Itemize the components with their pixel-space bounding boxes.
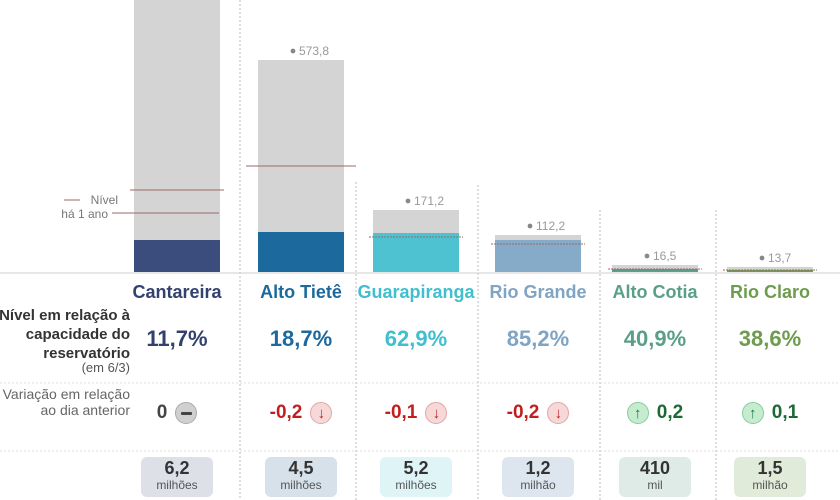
legend-label-2: há 1 ano <box>61 207 108 221</box>
level-bar-rio-claro <box>727 270 813 272</box>
population-unit-guarapiranga: milhões <box>395 478 437 492</box>
arrow-up-icon: ↑ <box>741 402 764 424</box>
population-unit-rio-claro: milhão <box>752 478 788 492</box>
level-percent-rio-grande: 85,2% <box>506 326 570 351</box>
variation-value-cantareira: 0 <box>156 402 168 423</box>
capacity-label-rio-grande: 112,2 <box>536 219 565 233</box>
variation-rio-claro: ↑ 0,1 <box>710 400 830 426</box>
reservoir-name-rio-claro: Rio Claro <box>729 282 810 302</box>
capacity-label-guarapiranga: 171,2 <box>414 194 444 208</box>
reservoir-name-alto-tiete: Alto Tietê <box>260 282 342 302</box>
population-value-rio-claro: 1,5 <box>757 458 783 478</box>
level-row-label: Nível em relação à capacidade do reserva… <box>0 307 130 362</box>
capacity-dot-alto-cotia <box>644 253 650 259</box>
reservoir-name-cantareira: Cantareira <box>132 282 222 302</box>
population-unit-rio-grande: milhão <box>520 478 556 492</box>
capacity-dot-alto-tiete <box>290 48 296 54</box>
population-unit-cantareira: milhões <box>156 478 198 492</box>
population-value-guarapiranga: 5,2 <box>403 458 429 478</box>
variation-rio-grande: -0,2 ↓ <box>478 400 598 426</box>
minus-icon <box>175 402 198 424</box>
variation-value-alto-cotia: 0,2 <box>656 402 684 423</box>
reservoir-name-guarapiranga: Guarapiranga <box>357 282 475 302</box>
population-unit-alto-tiete: milhões <box>280 478 322 492</box>
capacity-dot-rio-grande <box>527 223 533 229</box>
variation-cantareira: 0 <box>117 400 237 426</box>
population-cantareira: 6,2 milhões <box>141 457 213 497</box>
level-percent-alto-tiete: 18,7% <box>269 326 333 351</box>
level-bar-alto-cotia <box>612 269 698 272</box>
capacity-label-alto-tiete: 573,8 <box>299 44 329 58</box>
population-value-rio-grande: 1,2 <box>525 458 551 478</box>
population-unit-alto-cotia: mil <box>647 478 663 492</box>
variation-alto-tiete: -0,2 ↓ <box>241 400 361 426</box>
level-percent-rio-claro: 38,6% <box>738 326 802 351</box>
population-rio-claro: 1,5 milhão <box>734 457 806 497</box>
variation-value-rio-claro: 0,1 <box>771 402 799 423</box>
reservoir-name-rio-grande: Rio Grande <box>489 282 587 302</box>
population-guarapiranga: 5,2 milhões <box>380 457 452 497</box>
level-bar-alto-tiete <box>258 232 344 272</box>
population-alto-tiete: 4,5 milhões <box>265 457 337 497</box>
level-percent-guarapiranga: 62,9% <box>384 326 448 351</box>
population-value-alto-cotia: 410 <box>639 458 671 478</box>
variation-guarapiranga: -0,1 ↓ <box>356 400 476 426</box>
capacity-dot-rio-claro <box>759 255 765 261</box>
capacity-dot-guarapiranga <box>405 198 411 204</box>
population-alto-cotia: 410 mil <box>619 457 691 497</box>
variation-value-guarapiranga: -0,1 <box>384 402 418 423</box>
population-value-alto-tiete: 4,5 <box>288 458 314 478</box>
arrow-up-icon: ↑ <box>626 402 649 424</box>
level-percent-alto-cotia: 40,9% <box>623 326 687 351</box>
arrow-down-icon: ↓ <box>547 402 570 424</box>
population-value-cantareira: 6,2 <box>164 458 190 478</box>
level-percent-cantareira: 11,7% <box>146 326 208 351</box>
variation-value-rio-grande: -0,2 <box>506 402 540 423</box>
level-bar-guarapiranga <box>373 233 459 272</box>
variation-alto-cotia: ↑ 0,2 <box>595 400 715 426</box>
legend-label: Nível <box>91 193 118 207</box>
population-rio-grande: 1,2 milhão <box>502 457 574 497</box>
level-bar-rio-grande <box>495 240 581 272</box>
arrow-down-icon: ↓ <box>310 402 333 424</box>
level-row-date: (em 6/3) <box>81 360 130 375</box>
reservoir-name-alto-cotia: Alto Cotia <box>612 282 698 302</box>
variation-row-label: Variação em relação ao dia anterior <box>2 386 130 418</box>
variation-value-alto-tiete: -0,2 <box>269 402 303 423</box>
arrow-down-icon: ↓ <box>425 402 448 424</box>
capacity-bar-cantareira <box>134 0 220 272</box>
level-bar-cantareira <box>134 240 220 272</box>
capacity-label-alto-cotia: 16,5 <box>653 249 677 263</box>
capacity-label-rio-claro: 13,7 <box>768 251 792 265</box>
